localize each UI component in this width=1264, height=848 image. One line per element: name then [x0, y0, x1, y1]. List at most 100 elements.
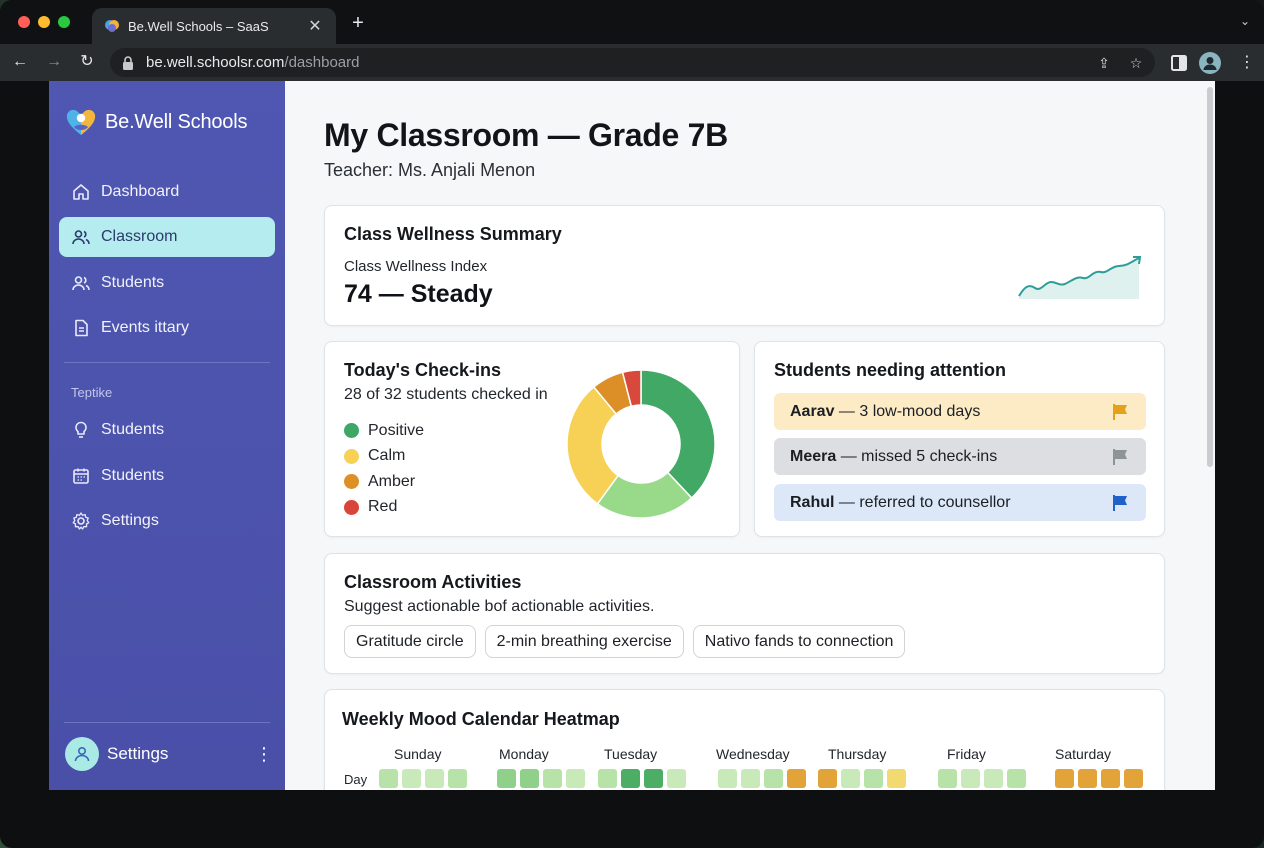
student-name: Rahul — [790, 493, 835, 511]
tab-close-icon[interactable]: ✕ — [308, 18, 322, 35]
maximize-window-button[interactable] — [58, 16, 70, 28]
sidebar-item-label: Students — [101, 467, 165, 484]
heatmap-cell[interactable] — [543, 769, 562, 788]
attention-item[interactable]: Aarav — 3 low-mood days — [774, 393, 1146, 430]
wellness-summary-card: Class Wellness Summary Class Wellness In… — [324, 205, 1165, 326]
sidebar-item-classroom[interactable]: Classroom — [59, 217, 275, 257]
heatmap-cell[interactable] — [1007, 769, 1026, 788]
mood-legend: Positive Calm Amber Red — [344, 418, 424, 520]
heatmap-cell[interactable] — [402, 769, 421, 788]
wellness-trend-sparkline — [1018, 256, 1142, 299]
forward-arrow-icon[interactable]: → — [46, 53, 62, 70]
flag-icon[interactable] — [1110, 402, 1130, 422]
card-title: Weekly Mood Calendar Heatmap — [342, 709, 620, 729]
browser-toolbar: ← → ↻ be.well.schoolsr.com/dashboard ⇪ ☆… — [0, 44, 1264, 81]
heatmap-cell[interactable] — [984, 769, 1003, 788]
heatmap-cell[interactable] — [598, 769, 617, 788]
card-title: Today's Check-ins — [344, 360, 501, 380]
heatmap-cell[interactable] — [425, 769, 444, 788]
reload-icon[interactable]: ↻ — [80, 53, 94, 70]
heatmap-cell[interactable] — [520, 769, 539, 788]
heatmap-cell[interactable] — [718, 769, 737, 788]
new-tab-button[interactable]: + — [352, 12, 364, 34]
card-title: Class Wellness Summary — [344, 224, 562, 244]
heatmap-cell[interactable] — [497, 769, 516, 788]
sidebar-item-events[interactable]: Events ittary — [59, 308, 275, 348]
activity-chip[interactable]: Nativo fands to connection — [692, 625, 906, 658]
attention-item[interactable]: Rahul — referred to counsellor — [774, 484, 1146, 521]
heatmap-day-labels: Sunday Monday Tuesday Wednesday Thursday Frid… — [342, 746, 1152, 762]
sidebar-divider — [64, 362, 270, 363]
scrollbar[interactable] — [1207, 87, 1213, 467]
sidebar-item-students[interactable]: Students — [59, 263, 275, 303]
tab-search-chevron-icon[interactable]: ⌄ — [1239, 14, 1250, 28]
heatmap-cell[interactable] — [1078, 769, 1097, 788]
star-icon[interactable]: ☆ — [1129, 55, 1143, 71]
lock-icon — [123, 55, 133, 70]
more-options-icon[interactable]: ⋮ — [255, 743, 273, 764]
heatmap-cell[interactable] — [818, 769, 837, 788]
heatmap-cell[interactable] — [1055, 769, 1074, 788]
heatmap-day-label: Saturday — [1055, 746, 1112, 762]
flag-icon[interactable] — [1110, 493, 1130, 513]
page-title: My Classroom — Grade 7B — [324, 117, 728, 153]
flag-icon[interactable] — [1110, 447, 1130, 467]
avatar — [65, 737, 99, 771]
heatmap-cell[interactable] — [741, 769, 760, 788]
browser-menu-icon[interactable]: ⋮ — [1239, 54, 1255, 71]
legend-item: Calm — [344, 444, 424, 470]
heatmap-row-label: Day — [344, 772, 368, 787]
tab-strip: Be.Well Schools – SaaS ✕ + ⌄ — [0, 0, 1264, 44]
heatmap-cell[interactable] — [1101, 769, 1120, 788]
tab-title: Be.Well Schools – SaaS — [128, 18, 269, 34]
activities-subtitle: Suggest actionable bof actionable activi… — [344, 598, 655, 615]
activity-chip[interactable]: 2-min breathing exercise — [484, 625, 684, 658]
heatmap-cell[interactable] — [621, 769, 640, 788]
sidebar-user-menu[interactable]: Settings ⋮ — [65, 737, 273, 771]
sidebar-item-students-2[interactable]: Students — [59, 410, 275, 450]
sidebar: Be.Well Schools Dashboard Classroom Stud… — [49, 81, 285, 790]
heatmap-cell[interactable] — [1124, 769, 1143, 788]
sidebar-item-label: Settings — [101, 512, 159, 529]
user-icon — [74, 746, 90, 762]
heatmap-cell[interactable] — [938, 769, 957, 788]
heatmap-cell[interactable] — [379, 769, 398, 788]
donut-slice-0 — [640, 369, 716, 500]
card-title: Students needing attention — [774, 360, 1006, 380]
minimize-window-button[interactable] — [38, 16, 50, 28]
heatmap-day-label: Thursday — [828, 746, 887, 762]
url-path: /dashboard — [284, 54, 360, 71]
heatmap-day-label: Tuesday — [604, 746, 658, 762]
address-bar[interactable]: be.well.schoolsr.com/dashboard ⇪ ☆ — [110, 48, 1155, 77]
wellness-index-value: 74 — Steady — [344, 280, 493, 308]
attention-item[interactable]: Meera — missed 5 check-ins — [774, 438, 1146, 475]
legend-dot — [344, 423, 359, 439]
activity-chip[interactable]: Gratitude circle — [344, 625, 476, 658]
close-window-button[interactable] — [18, 16, 30, 28]
sidebar-item-settings[interactable]: Settings — [59, 501, 275, 541]
sidebar-item-dashboard[interactable]: Dashboard — [59, 172, 275, 212]
heatmap-cell[interactable] — [566, 769, 585, 788]
heatmap-cell[interactable] — [667, 769, 686, 788]
document-icon — [75, 319, 88, 337]
brand-name: Be.Well Schools — [105, 110, 248, 133]
heatmap-cell[interactable] — [644, 769, 663, 788]
browser-tab[interactable]: Be.Well Schools – SaaS ✕ — [92, 8, 336, 44]
heatmap-cell[interactable] — [887, 769, 906, 788]
checkins-card: Today's Check-ins 28 of 32 students chec… — [324, 341, 740, 537]
heatmap-cell[interactable] — [764, 769, 783, 788]
profile-avatar-icon[interactable] — [1199, 52, 1221, 74]
brand[interactable]: Be.Well Schools — [65, 107, 247, 137]
heatmap-cell[interactable] — [841, 769, 860, 788]
heatmap-cell[interactable] — [864, 769, 883, 788]
attention-detail: — missed 5 check-ins — [836, 447, 998, 465]
side-panel-icon[interactable] — [1168, 52, 1190, 74]
heatmap-cell[interactable] — [961, 769, 980, 788]
back-arrow-icon[interactable]: ← — [12, 53, 28, 70]
share-icon[interactable]: ⇪ — [1098, 55, 1110, 71]
sidebar-item-students-3[interactable]: Students — [59, 456, 275, 496]
heatmap-cell[interactable] — [787, 769, 806, 788]
heatmap-cell[interactable] — [448, 769, 467, 788]
legend-item: Red — [344, 495, 424, 521]
sidebar-section-title: Teptike — [71, 385, 113, 400]
